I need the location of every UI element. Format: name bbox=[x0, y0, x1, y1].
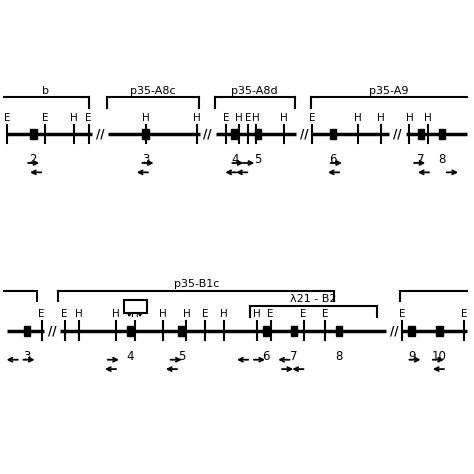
Text: E: E bbox=[223, 113, 229, 123]
Text: H: H bbox=[142, 113, 149, 123]
Text: 10: 10 bbox=[432, 350, 447, 363]
Text: 7: 7 bbox=[291, 350, 298, 363]
Text: //: // bbox=[390, 324, 398, 337]
Text: E: E bbox=[309, 113, 315, 123]
Bar bbox=[439, 129, 446, 139]
Text: H: H bbox=[182, 310, 190, 319]
Text: 8: 8 bbox=[336, 350, 343, 363]
Text: H: H bbox=[220, 310, 228, 319]
Text: H: H bbox=[131, 310, 139, 319]
Text: 4: 4 bbox=[127, 350, 134, 363]
Text: E: E bbox=[267, 310, 274, 319]
Bar bbox=[30, 129, 36, 139]
Bar bbox=[409, 326, 415, 336]
Bar bbox=[142, 129, 149, 139]
Text: 5: 5 bbox=[255, 153, 262, 166]
Text: H: H bbox=[424, 113, 432, 123]
Text: E: E bbox=[202, 310, 209, 319]
Text: E: E bbox=[245, 113, 251, 123]
Bar bbox=[291, 326, 297, 336]
Text: H: H bbox=[236, 113, 243, 123]
Text: H: H bbox=[354, 113, 362, 123]
Text: 2: 2 bbox=[29, 153, 37, 166]
Bar bbox=[24, 326, 30, 336]
Text: p35-B1c: p35-B1c bbox=[173, 279, 219, 289]
Text: 6: 6 bbox=[262, 350, 270, 363]
Text: 3: 3 bbox=[142, 153, 149, 166]
Bar bbox=[330, 129, 337, 139]
Text: H: H bbox=[70, 113, 78, 123]
Text: 8: 8 bbox=[438, 153, 446, 166]
Text: λ21 - B2: λ21 - B2 bbox=[290, 294, 337, 304]
Text: //: // bbox=[300, 128, 308, 140]
Text: 7: 7 bbox=[417, 153, 425, 166]
Bar bbox=[336, 326, 342, 336]
Text: 3: 3 bbox=[23, 350, 31, 363]
Text: p35-A8d: p35-A8d bbox=[231, 85, 278, 96]
Text: 5: 5 bbox=[178, 350, 185, 363]
Text: 9: 9 bbox=[408, 350, 416, 363]
Bar bbox=[418, 129, 424, 139]
Text: H: H bbox=[406, 113, 413, 123]
Text: E: E bbox=[322, 310, 328, 319]
Text: E: E bbox=[42, 113, 48, 123]
Text: 4: 4 bbox=[231, 153, 238, 166]
Text: p35-A9: p35-A9 bbox=[369, 85, 408, 96]
Text: H: H bbox=[193, 113, 201, 123]
Text: //: // bbox=[48, 324, 56, 337]
Text: H: H bbox=[377, 113, 385, 123]
Text: H: H bbox=[112, 310, 120, 319]
Text: E: E bbox=[300, 310, 307, 319]
Text: H: H bbox=[252, 113, 260, 123]
Bar bbox=[124, 300, 147, 313]
Text: H: H bbox=[75, 310, 82, 319]
Text: p35-A8c: p35-A8c bbox=[130, 85, 175, 96]
Text: //: // bbox=[96, 128, 104, 140]
Text: 6: 6 bbox=[329, 153, 337, 166]
Text: E: E bbox=[399, 310, 405, 319]
Bar bbox=[231, 129, 238, 139]
Bar bbox=[178, 326, 185, 336]
Text: b: b bbox=[42, 85, 49, 96]
Bar bbox=[255, 129, 261, 139]
Bar bbox=[127, 326, 134, 336]
Text: //: // bbox=[203, 128, 212, 140]
Text: H: H bbox=[253, 310, 261, 319]
Text: E: E bbox=[4, 113, 11, 123]
Text: H: H bbox=[159, 310, 167, 319]
Bar bbox=[436, 326, 443, 336]
Text: E: E bbox=[61, 310, 68, 319]
Text: E: E bbox=[461, 310, 467, 319]
Text: E: E bbox=[85, 113, 92, 123]
Text: //: // bbox=[393, 128, 401, 140]
Text: H: H bbox=[280, 113, 288, 123]
Text: E: E bbox=[38, 310, 45, 319]
Bar bbox=[263, 326, 269, 336]
